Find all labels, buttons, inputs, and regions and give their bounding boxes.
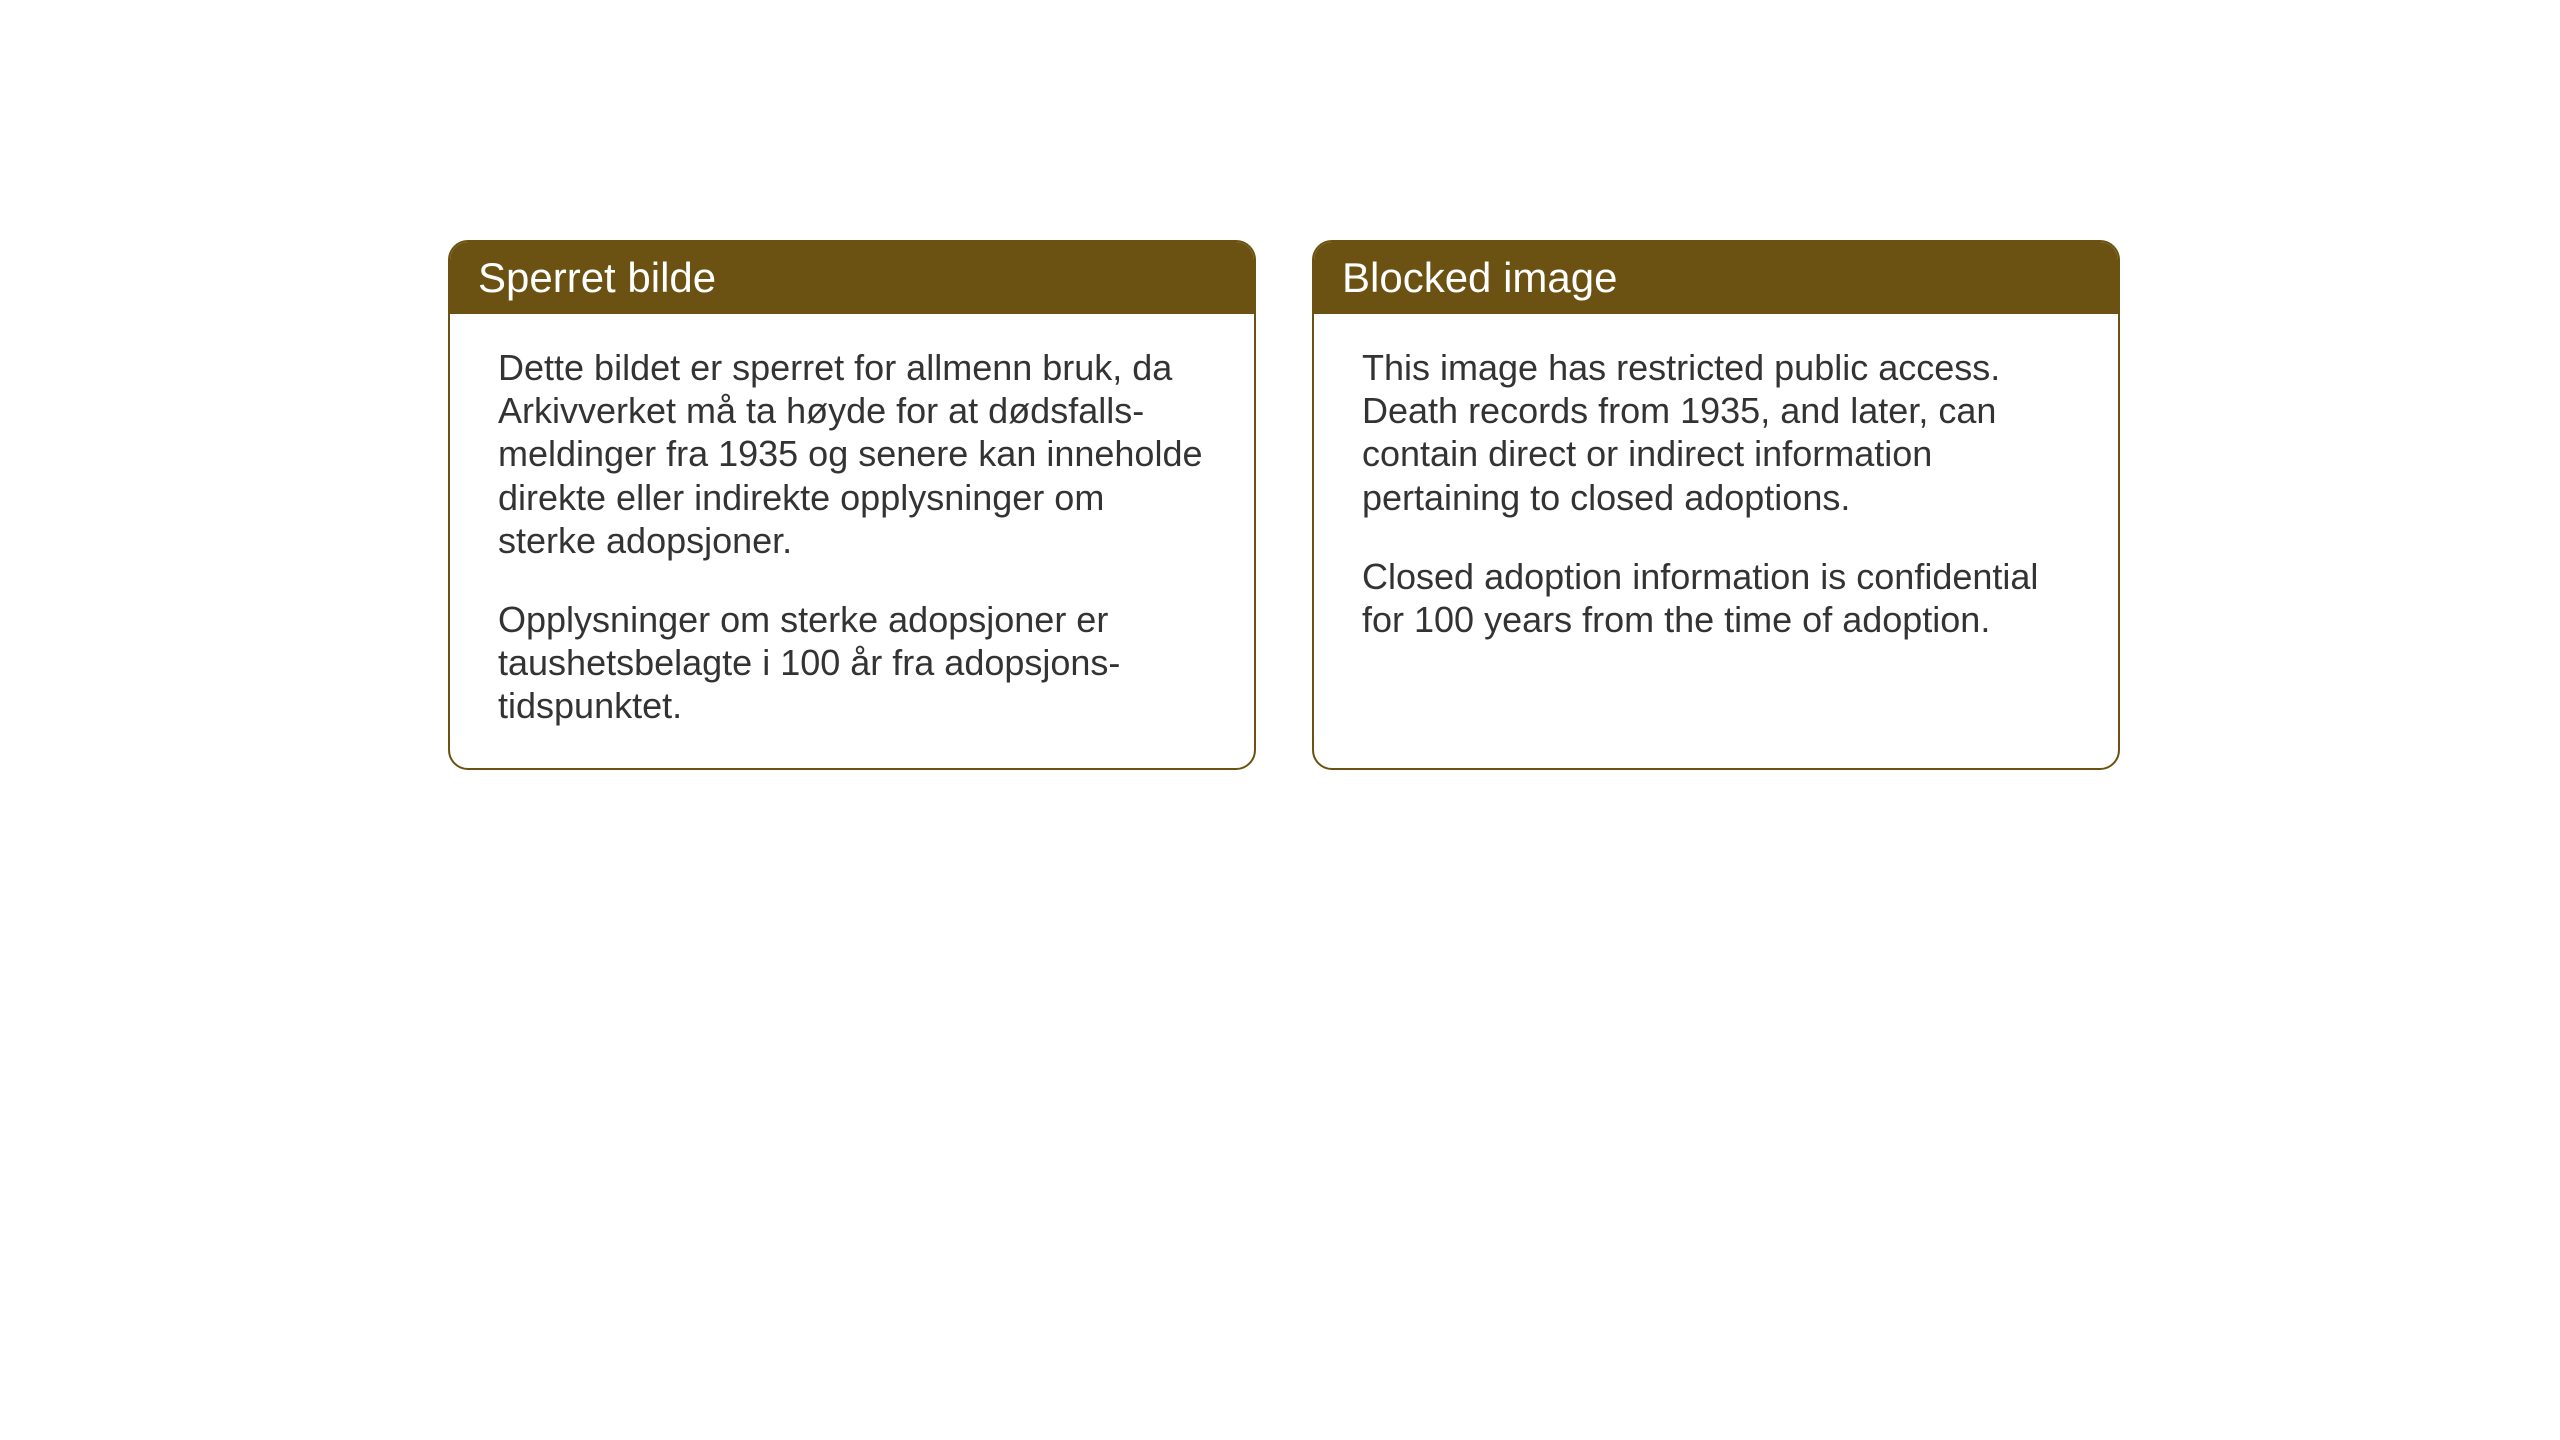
card-english: Blocked image This image has restricted …	[1312, 240, 2120, 770]
card-header-english: Blocked image	[1314, 242, 2118, 314]
card-paragraph-2-norwegian: Opplysninger om sterke adopsjoner er tau…	[498, 598, 1206, 728]
card-title-norwegian: Sperret bilde	[478, 254, 716, 301]
card-paragraph-1-norwegian: Dette bildet er sperret for allmenn bruk…	[498, 346, 1206, 562]
card-body-english: This image has restricted public access.…	[1314, 314, 2118, 681]
card-norwegian: Sperret bilde Dette bildet er sperret fo…	[448, 240, 1256, 770]
card-body-norwegian: Dette bildet er sperret for allmenn bruk…	[450, 314, 1254, 768]
card-paragraph-2-english: Closed adoption information is confident…	[1362, 555, 2070, 641]
card-paragraph-1-english: This image has restricted public access.…	[1362, 346, 2070, 519]
card-header-norwegian: Sperret bilde	[450, 242, 1254, 314]
card-title-english: Blocked image	[1342, 254, 1617, 301]
cards-container: Sperret bilde Dette bildet er sperret fo…	[0, 0, 2560, 770]
